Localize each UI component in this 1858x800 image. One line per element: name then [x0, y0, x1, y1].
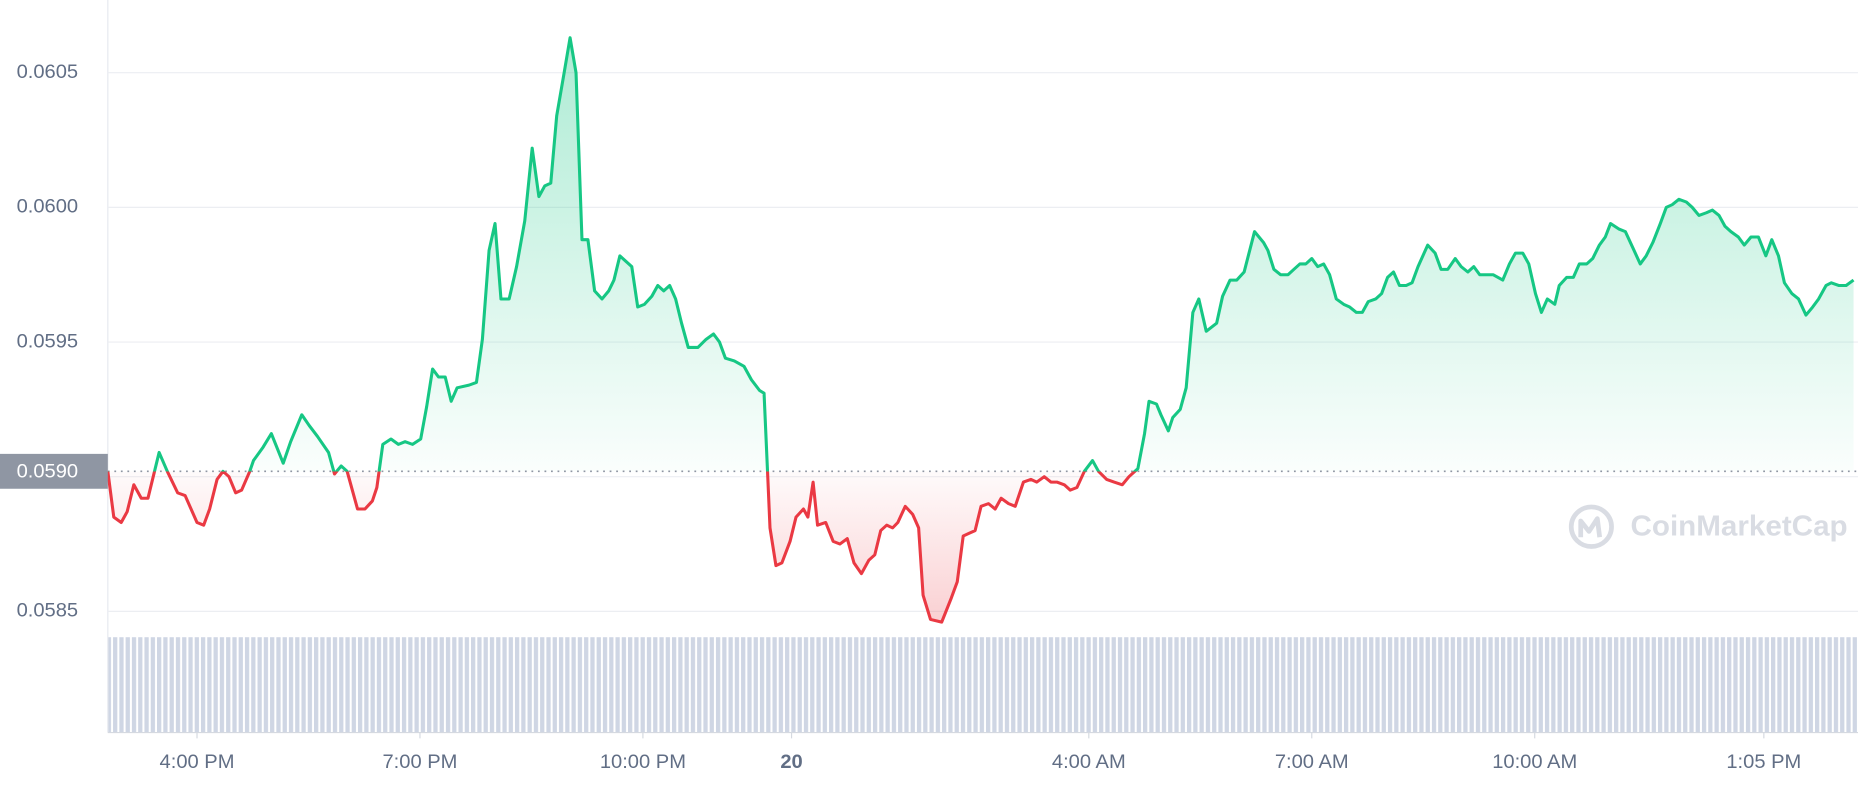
- x-tick-label: 20: [780, 751, 802, 773]
- x-tick-label: 10:00 PM: [600, 751, 686, 773]
- x-tick-label: 1:05 PM: [1726, 751, 1801, 773]
- volume-area: [107, 637, 1858, 733]
- watermark-logo-mark: [1578, 516, 1603, 538]
- x-tick-label: 4:00 PM: [160, 751, 235, 773]
- reference-label: 0.0590: [17, 461, 79, 483]
- price-area: [107, 37, 1854, 623]
- x-tick-label: 7:00 PM: [382, 751, 457, 773]
- watermark: CoinMarketCap: [1568, 504, 1848, 549]
- x-tick-label: 10:00 AM: [1492, 751, 1577, 773]
- reference-label-box: [0, 453, 108, 489]
- y-tick-label: 0.0595: [17, 330, 79, 352]
- watermark-logo: [1568, 504, 1614, 549]
- x-tick-label: 7:00 AM: [1275, 751, 1349, 773]
- price-line: [106, 36, 1855, 624]
- watermark-text: CoinMarketCap: [1630, 510, 1847, 543]
- y-tick-label: 0.0600: [17, 196, 79, 218]
- y-tick-label: 0.0605: [17, 61, 79, 83]
- x-tick-label: 4:00 AM: [1052, 751, 1126, 773]
- y-tick-label: 0.0585: [17, 600, 79, 622]
